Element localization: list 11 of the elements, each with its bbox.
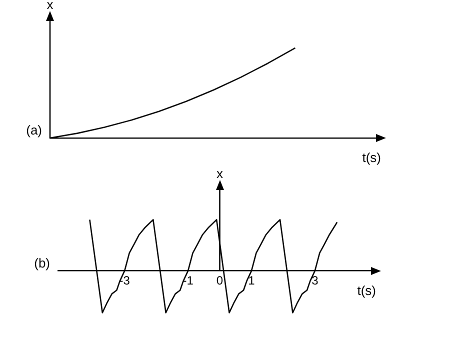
text: (a): [26, 122, 42, 138]
x-tick-label: 3: [312, 273, 319, 288]
x-tick-label: -3: [119, 273, 130, 288]
x-tick-label: 1: [248, 273, 256, 288]
text: (b): [34, 255, 50, 270]
x-tick-label: -1: [182, 273, 194, 288]
x-axis-title: t(s): [362, 150, 381, 166]
y-axis-title: x: [216, 166, 224, 182]
x-tick-label: 0: [216, 273, 224, 288]
x-axis-title: t(s): [357, 282, 376, 298]
y-axis-title: x: [46, 0, 54, 12]
